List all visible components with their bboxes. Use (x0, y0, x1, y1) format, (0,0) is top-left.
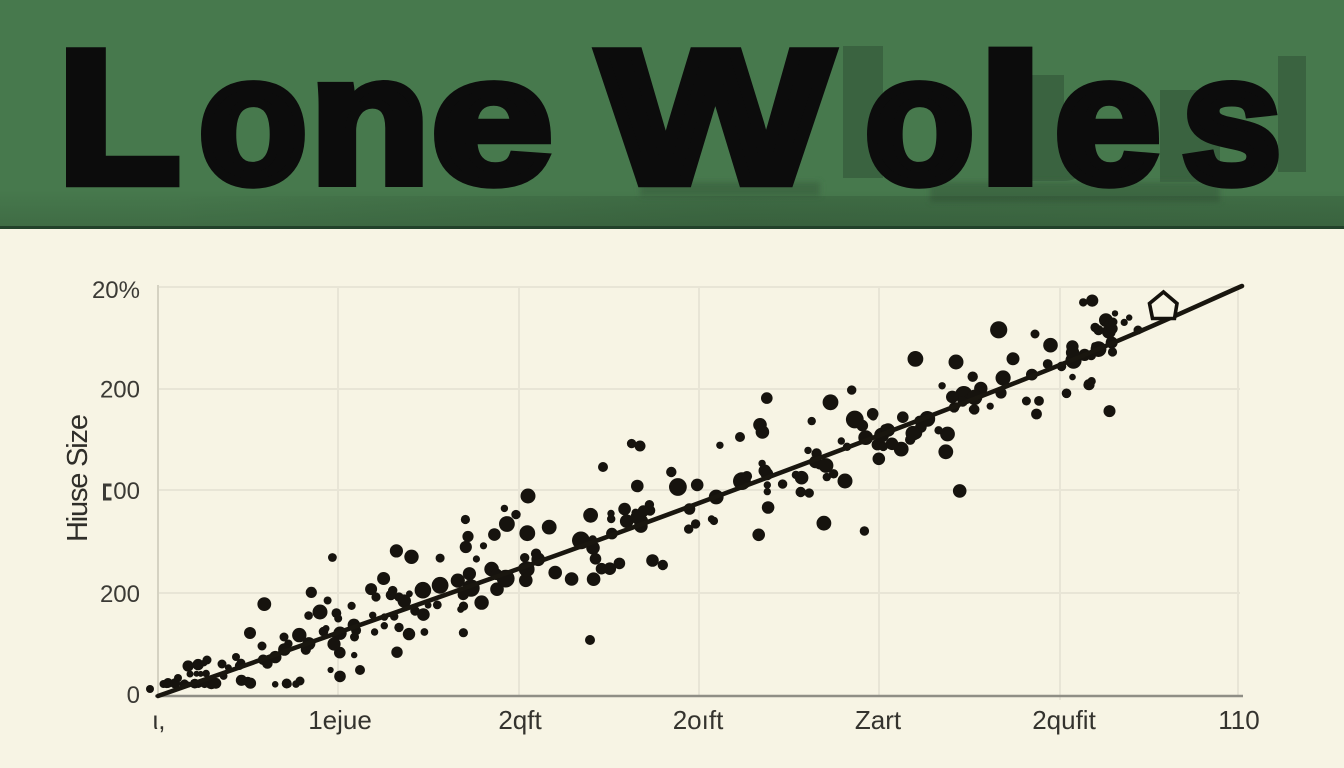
svg-text:e: e (432, 20, 553, 221)
svg-text:0: 0 (127, 682, 140, 709)
svg-text:o: o (865, 19, 974, 220)
svg-text:l: l (979, 20, 1042, 221)
svg-text:1ejue: 1ejue (308, 705, 372, 735)
svg-text:20%: 20% (92, 277, 140, 304)
svg-text:o: o (199, 19, 307, 220)
svg-text:110: 110 (1218, 705, 1259, 735)
svg-text:L: L (58, 12, 180, 223)
svg-text:200: 200 (100, 581, 140, 608)
svg-text:ι,: ι, (153, 705, 166, 735)
svg-text:2qft: 2qft (498, 705, 542, 735)
svg-text:n: n (310, 19, 429, 221)
svg-text:2oıft: 2oıft (673, 705, 724, 735)
svg-text:Hiuse Size: Hiuse Size (62, 414, 94, 542)
svg-text:W: W (600, 12, 831, 223)
svg-text:200: 200 (100, 377, 140, 404)
svg-text:Zart: Zart (855, 705, 902, 735)
svg-text:e: e (1055, 20, 1160, 221)
svg-text:2qufit: 2qufit (1032, 705, 1096, 735)
svg-text:s: s (1182, 19, 1281, 220)
svg-text:00: 00 (113, 478, 140, 505)
